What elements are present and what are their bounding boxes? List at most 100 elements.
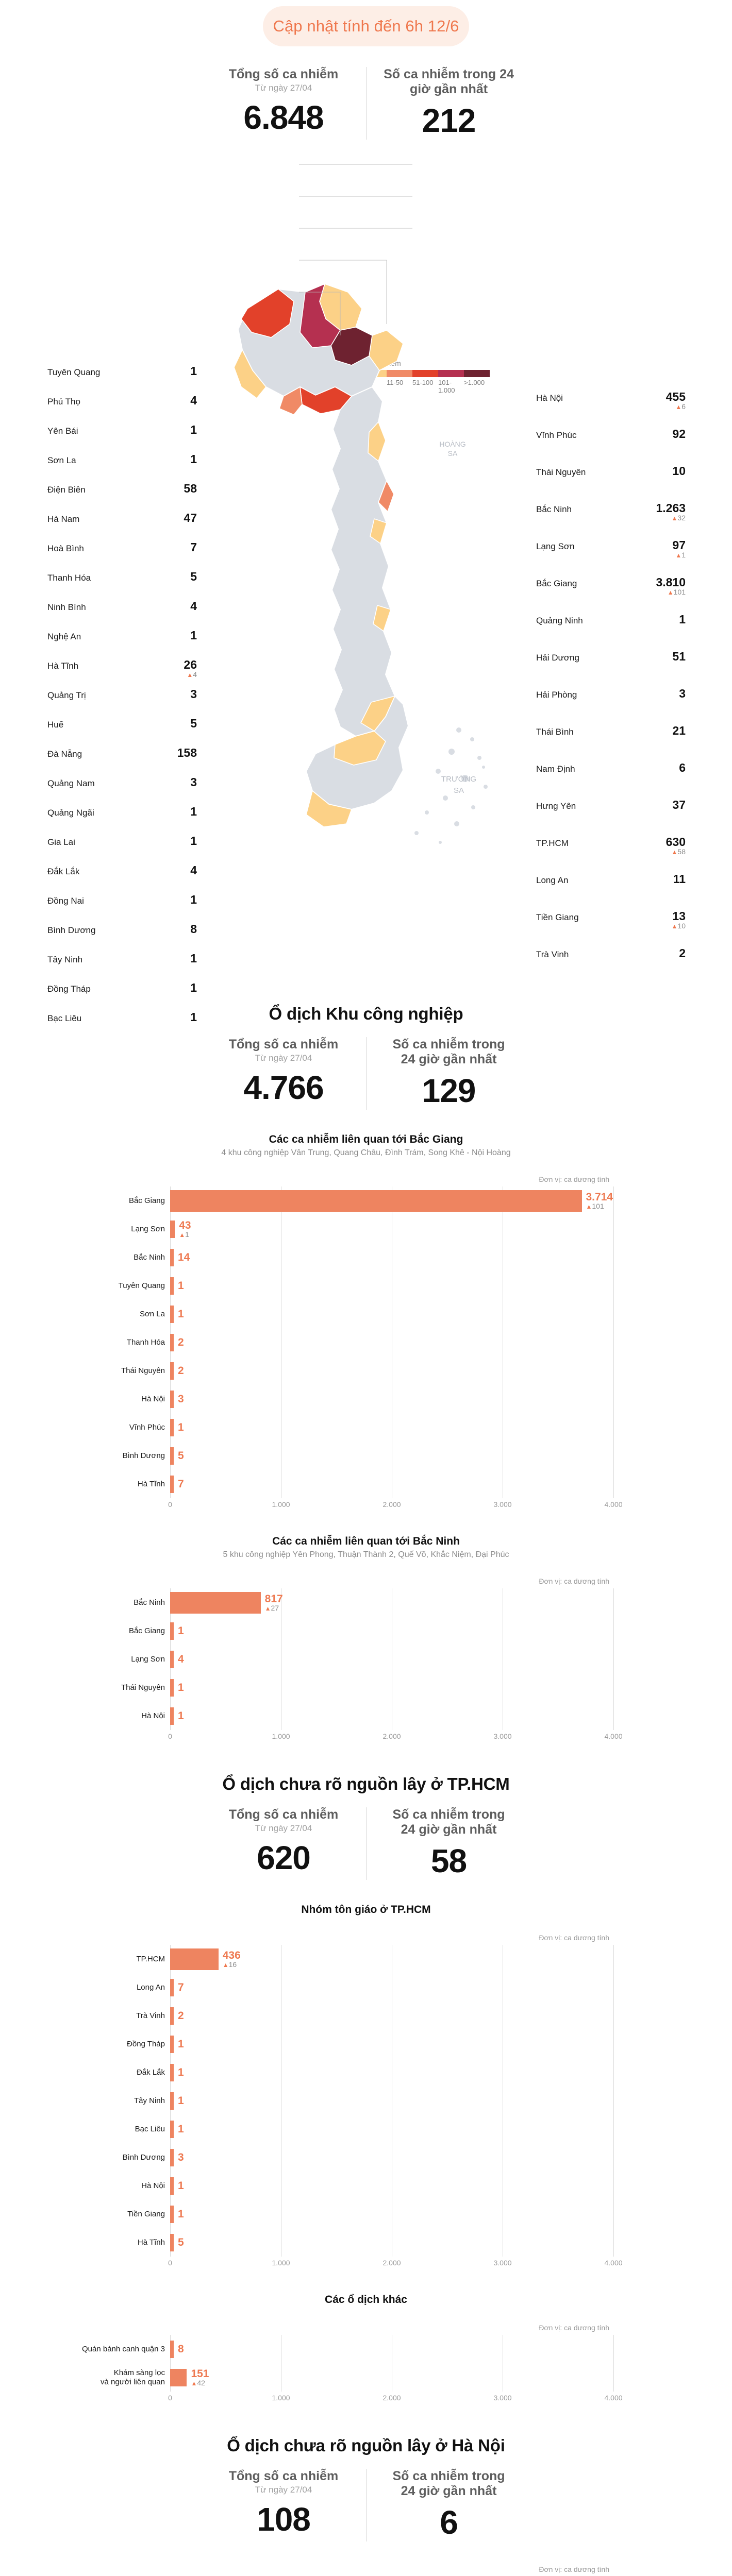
section-title: Ổ dịch Khu công nghiệp [269,1004,463,1023]
map-province-row: Lạng Sơn 97 ▲1 [536,538,686,559]
province-values: 51 [672,651,686,663]
bar-value: 2 [178,1336,184,1348]
bar-category-label: TP.HCM [136,1954,165,1963]
province-count: 47 [184,511,197,524]
province-name: Long An [536,875,569,885]
map-province-row: Quảng Nam 3 [47,776,197,789]
x-axis-tick: 3.000 [493,1500,512,1509]
bar [170,1418,174,1436]
chart-bac-giang: Các ca nhiễm liên quan tới Bắc Giang 4 kh… [62,1133,670,1512]
bar-value: 3 [178,1393,184,1405]
province-name: Đồng Tháp [47,984,91,994]
province-name: Hải Phòng [536,690,577,700]
chart-bar-row: Vĩnh Phúc 1 [129,1413,613,1442]
province-values: 1 [190,424,197,436]
map-province-row: Hà Nội 455 ▲6 [536,391,686,411]
chart-plot-area: Bắc Giang 3.714 ▲101 Lạng Sơn 43 ▲1 Bắc Ninh 14… [119,1187,614,1498]
kpi-subtitle: Từ ngày 27/04 [255,2484,312,2495]
chart-plot-area: Quán bánh canh quận 3 8 Khám sàng lọc và ng… [82,2335,614,2392]
kpi-title: Số ca nhiễm trong 24 giờ gần nhất [392,1807,505,1837]
province-values: 1 [190,453,197,465]
province-name: Tiền Giang [536,912,579,922]
overall-kpi-row: Tổng số ca nhiễm Từ ngày 27/04 6.848 Số … [0,67,732,140]
province-name: Lạng Sơn [536,541,575,551]
province-values: 26 ▲4 [184,658,197,679]
province-values: 6 [679,762,686,774]
map-province-row: Sơn La 1 [47,453,197,466]
bar-delta: ▲101 [586,1202,604,1210]
gridline [613,1945,614,2257]
kpi-total-cases: Tổng số ca nhiễm Từ ngày 27/04 108 [201,2469,366,2541]
chart-bar-row: Tây Ninh 1 [134,2087,613,2115]
province-name: Hà Nội [536,393,563,403]
bar-value: 1 [178,1421,184,1433]
bar [170,1591,261,1614]
kpi-value: 620 [257,1839,311,1876]
chart-bar-row: Lạng Sơn 43 ▲1 [131,1215,613,1243]
chart-bar-row: Bạc Liêu 1 [135,2115,613,2143]
bar [170,2205,174,2223]
x-axis-tick: 3.000 [493,1732,512,1740]
province-count: 26 [184,658,197,671]
province-name: Thái Nguyên [536,467,586,477]
x-axis-tick: 2.000 [382,1500,401,1509]
province-values: 5 [190,571,197,583]
province-count: 1 [190,364,197,378]
bar-value-group: 7 [178,1982,184,1993]
province-name: Vĩnh Phúc [536,430,577,440]
bar-value-group: 1 [178,2180,184,2191]
kpi-title: Số ca nhiễm trong 24 giờ gần nhất [392,1037,505,1066]
x-axis-tick: 3.000 [493,2259,512,2267]
chart-unit-note: Đơn vị: ca dương tính [539,1934,609,1942]
province-values: 1 [190,953,197,964]
province-values: 97 ▲1 [672,538,686,559]
legend-swatch-3 [438,370,464,377]
bar-category-label: Đắk Lắk [136,2067,165,2077]
chart-title: Các ổ dịch khác [325,2294,407,2306]
province-name: Đắk Lắk [47,867,80,876]
bar [170,1447,174,1465]
bar-value: 4 [178,1653,184,1665]
map-province-row: Hoà Bình 7 [47,541,197,554]
province-count: 1 [190,834,197,848]
chart-plot-area: Bắc Ninh 817 ▲27 Bắc Giang 1 Lạng Sơn 4 Thái Ng… [121,1588,614,1730]
bar-delta: ▲1 [179,1230,189,1239]
section-title: Ổ dịch chưa rõ nguồn lây ở Hà Nội [227,2436,505,2455]
province-name: Ninh Bình [47,602,86,612]
bar [170,2120,174,2138]
map-province-row: Hà Tĩnh 26 ▲4 [47,658,197,679]
province-values: 4 [190,395,197,406]
bar-value: 1 [178,2123,184,2135]
province-values: 37 [672,799,686,811]
bar-value-group: 1 [178,2067,184,2078]
bar-value-group: 3 [178,1394,184,1404]
bar-value: 2 [178,1365,184,1377]
province-name: Thái Bình [536,727,574,737]
bar-value: 1 [178,2180,184,2192]
bar-category-label: Tây Ninh [134,2096,165,2105]
kpi-title: Tổng số ca nhiễm [228,67,339,81]
gridline [613,1588,614,1730]
chart-bar-row: Lạng Sơn 4 [131,1645,613,1673]
province-values: 1 [190,1011,197,1023]
chart-bar-row: Bắc Ninh 817 ▲27 [134,1588,613,1617]
bar-value: 8 [178,2343,184,2355]
bar-value: 1 [178,2208,184,2220]
map-right-province-list: Hà Nội 455 ▲6 Vĩnh Phúc 92 Thái Nguyên 10 Bắc N… [536,391,686,985]
bar-value: 1 [178,2038,184,2050]
bar [170,1650,174,1668]
bar-value: 7 [178,1478,184,1490]
chart-unit-note: Đơn vị: ca dương tính [539,2324,609,2332]
map-province-row: Huế 5 [47,718,197,730]
map-province-row: Bắc Ninh 1.263 ▲32 [536,502,686,522]
chart-rows: TP.HCM 436 ▲16 Long An 7 Trà Vinh 2 Đồng Tháp 1 Đ… [123,1945,613,2257]
chart-rows: Bắc Giang 3.714 ▲101 Lạng Sơn 43 ▲1 Bắc Ninh 14… [119,1187,613,1498]
bar-value: 436 [222,1950,241,1961]
chart-bar-row: Hà Nội 1 [141,1702,613,1730]
bar-value-group: 436 ▲16 [223,1950,241,1968]
map-province-row: Điện Biên 58 [47,483,197,495]
bar-value-group: 8 [178,2344,184,2354]
bar-category-label: Bắc Ninh [134,1598,165,1607]
chart-bar-row: Bình Dương 5 [123,1442,613,1470]
chart-rows: Quán bánh canh quận 3 8 Khám sàng lọc và ng… [82,2335,613,2392]
